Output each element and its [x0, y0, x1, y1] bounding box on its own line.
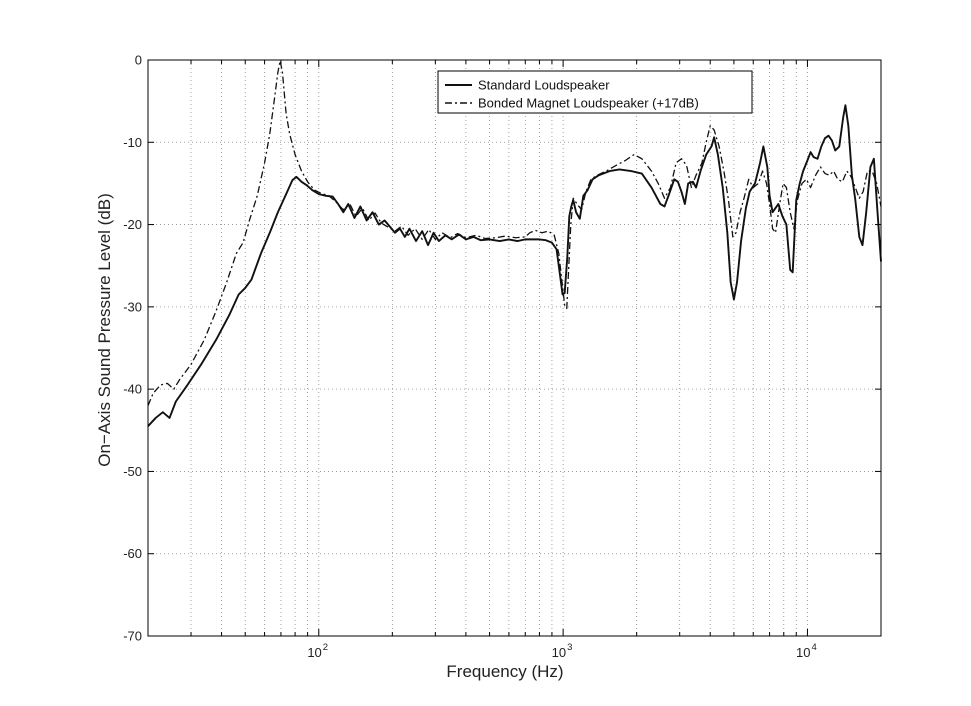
y-tick-label: -70: [123, 629, 142, 644]
plot-frame: [147, 59, 882, 637]
data-curves: [147, 60, 882, 427]
x-tick-label-exponent: 2: [323, 642, 328, 653]
y-axis-title: On−Axis Sound Pressure Level (dB): [95, 193, 114, 467]
x-tick-label-base: 10: [796, 645, 810, 660]
legend-label-bonded: Bonded Magnet Loudspeaker (+17dB): [478, 96, 699, 111]
x-tick-label-base: 10: [307, 645, 321, 660]
x-tick-label: 10 2: [307, 642, 328, 660]
series-bonded-magnet-loudspeaker: [147, 60, 882, 406]
series-standard-loudspeaker: [147, 104, 882, 427]
y-tick-label: -20: [123, 217, 142, 232]
legend-label-standard: Standard Loudspeaker: [478, 78, 610, 93]
y-tick-labels: 0 -10 -20 -30 -40 -50 -60 -70: [123, 53, 142, 644]
y-tick-label: -60: [123, 546, 142, 561]
grid-lines: [148, 60, 881, 636]
y-tick-label: 0: [135, 53, 142, 68]
y-tick-label: -30: [123, 299, 142, 314]
y-tick-label: -40: [123, 382, 142, 397]
x-tick-label-exponent: 4: [811, 642, 816, 653]
axis-ticks: [148, 59, 881, 637]
x-tick-label: 10 4: [796, 642, 817, 660]
x-tick-label: 10 3: [552, 642, 573, 660]
legend: Standard Loudspeaker Bonded Magnet Louds…: [437, 70, 753, 114]
legend-box: [437, 70, 753, 114]
x-tick-label-base: 10: [552, 645, 566, 660]
x-tick-label-exponent: 3: [567, 642, 572, 653]
y-tick-label: -50: [123, 464, 142, 479]
x-axis-title: Frequency (Hz): [446, 662, 563, 681]
x-tick-labels: 10 2 10 3 10 4: [307, 642, 816, 660]
y-tick-label: -10: [123, 135, 142, 150]
